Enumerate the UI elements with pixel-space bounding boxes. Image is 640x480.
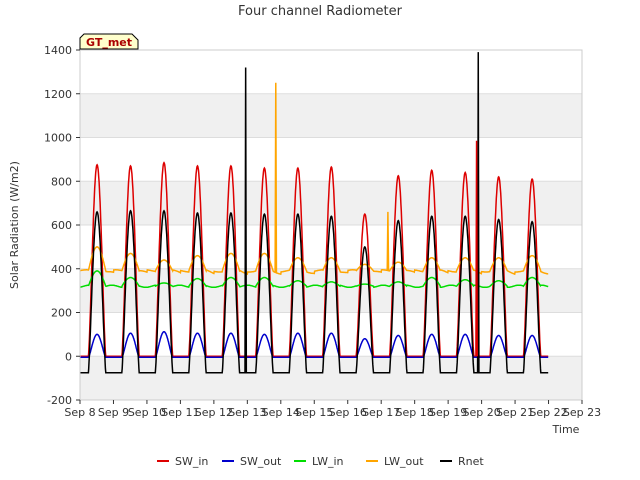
x-axis-label: Time bbox=[552, 423, 580, 436]
legend: SW_in SW_out LW_in LW_out Rnet bbox=[157, 455, 484, 468]
chart-title: Four channel Radiometer bbox=[238, 4, 403, 19]
x-tick-label: Sep 16 bbox=[329, 406, 367, 419]
y-tick-label: -200 bbox=[47, 394, 72, 407]
x-tick-label: Sep 17 bbox=[362, 406, 400, 419]
station-badge: GT_met bbox=[79, 33, 139, 50]
x-tick-label: Sep 23 bbox=[563, 406, 601, 419]
x-tick-label: Sep 10 bbox=[128, 406, 166, 419]
series-line-lw-out bbox=[79, 246, 549, 276]
legend-label: SW_out bbox=[240, 455, 282, 468]
spike-sw-in bbox=[475, 140, 478, 357]
legend-label: LW_out bbox=[384, 455, 424, 468]
series-line-rnet bbox=[80, 209, 549, 374]
x-tick-label: Sep 15 bbox=[295, 406, 333, 419]
legend-label: LW_in bbox=[312, 455, 344, 468]
y-tick-label: 0 bbox=[65, 350, 72, 363]
x-tick-label: Sep 20 bbox=[462, 406, 500, 419]
y-tick-label: 1200 bbox=[44, 88, 72, 101]
spike-rnet bbox=[244, 67, 248, 373]
legend-label: Rnet bbox=[458, 455, 484, 468]
x-tick-label: Sep 9 bbox=[98, 406, 129, 419]
x-tick-label: Sep 19 bbox=[429, 406, 467, 419]
y-axis-label: Solar Radiation (W/m2) bbox=[8, 161, 21, 289]
grid-band bbox=[80, 268, 582, 313]
spike-lw-out bbox=[274, 82, 278, 273]
series-line-sw-out bbox=[80, 331, 549, 359]
x-tick-label: Sep 8 bbox=[64, 406, 95, 419]
x-tick-label: Sep 11 bbox=[161, 406, 199, 419]
x-tick-label: Sep 22 bbox=[529, 406, 567, 419]
x-tick-label: Sep 13 bbox=[228, 406, 266, 419]
y-tick-label: 200 bbox=[51, 307, 72, 320]
y-axis-ticks: -200 0 200 400 600 800 1000 1200 1400 bbox=[44, 44, 80, 407]
y-tick-label: 1000 bbox=[44, 132, 72, 145]
grid-bands bbox=[80, 93, 582, 400]
y-tick-label: 800 bbox=[51, 175, 72, 188]
grid-band bbox=[80, 356, 582, 400]
y-tick-label: 600 bbox=[51, 219, 72, 232]
grid-band bbox=[80, 93, 582, 138]
station-badge-label: GT_met bbox=[86, 36, 132, 49]
x-tick-label: Sep 21 bbox=[496, 406, 534, 419]
y-tick-label: 400 bbox=[51, 263, 72, 276]
x-tick-label: Sep 18 bbox=[396, 406, 434, 419]
series-lines bbox=[79, 52, 549, 374]
spike-rnet bbox=[476, 52, 480, 373]
x-tick-label: Sep 12 bbox=[195, 406, 233, 419]
y-tick-label: 1400 bbox=[44, 44, 72, 57]
series-line-sw-in bbox=[80, 161, 549, 358]
spike-lw-out bbox=[386, 211, 390, 271]
legend-label: SW_in bbox=[175, 455, 208, 468]
x-tick-label: Sep 14 bbox=[262, 406, 300, 419]
